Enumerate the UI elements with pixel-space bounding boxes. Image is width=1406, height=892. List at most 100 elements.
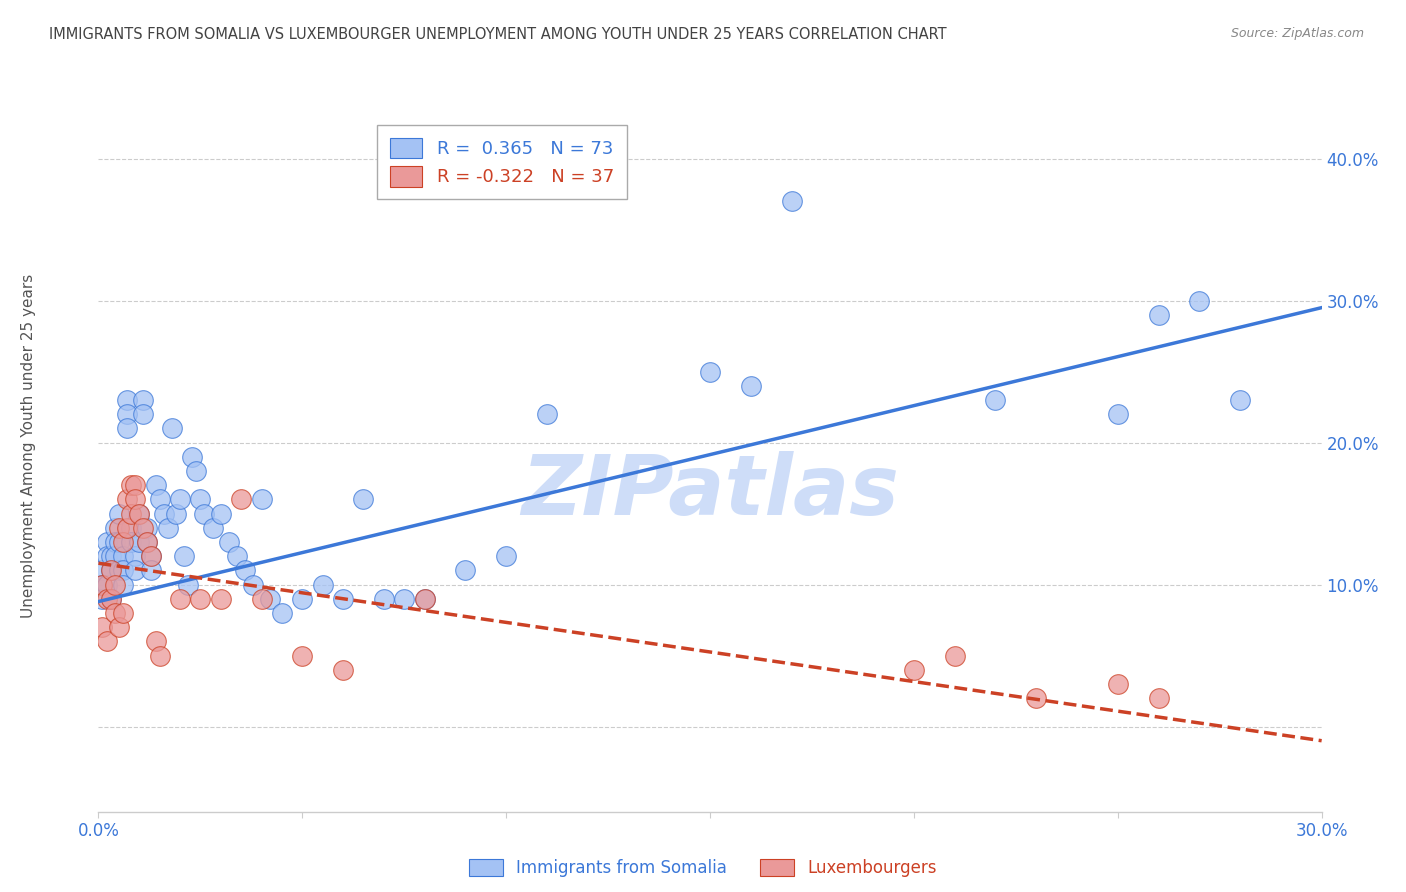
Point [259, 591, 281, 606]
Point [181, 450, 204, 464]
Point [136, 535, 159, 549]
Point [169, 591, 191, 606]
Point [115, 421, 138, 435]
Text: ZIPatlas: ZIPatlas [522, 451, 898, 533]
Point [1229, 392, 1251, 407]
Point [136, 535, 159, 549]
Point [124, 492, 146, 507]
Point [115, 521, 138, 535]
Point [536, 407, 558, 421]
Point [177, 577, 200, 591]
Point [91, 577, 114, 591]
Point [100, 591, 122, 606]
Point [115, 492, 138, 507]
Text: IMMIGRANTS FROM SOMALIA VS LUXEMBOURGER UNEMPLOYMENT AMONG YOUTH UNDER 25 YEARS : IMMIGRANTS FROM SOMALIA VS LUXEMBOURGER … [49, 27, 946, 42]
Point [141, 563, 163, 577]
Point [1025, 691, 1047, 706]
Point [141, 549, 163, 563]
Point [91, 563, 114, 577]
Point [111, 577, 134, 591]
Legend: Immigrants from Somalia, Luxembourgers: Immigrants from Somalia, Luxembourgers [463, 852, 943, 884]
Point [100, 563, 122, 577]
Point [903, 663, 925, 677]
Point [209, 591, 232, 606]
Point [291, 648, 314, 663]
Point [96, 591, 118, 606]
Point [91, 620, 114, 634]
Point [104, 535, 127, 549]
Point [1107, 407, 1129, 421]
Point [136, 521, 159, 535]
Point [108, 521, 131, 535]
Point [186, 464, 208, 478]
Point [128, 507, 150, 521]
Point [984, 392, 1007, 407]
Point [250, 492, 273, 507]
Point [111, 549, 134, 563]
Point [495, 549, 517, 563]
Point [132, 521, 155, 535]
Point [128, 535, 150, 549]
Text: Source: ZipAtlas.com: Source: ZipAtlas.com [1230, 27, 1364, 40]
Point [193, 507, 215, 521]
Point [128, 507, 150, 521]
Point [108, 563, 131, 577]
Point [108, 535, 131, 549]
Point [218, 535, 240, 549]
Point [124, 563, 146, 577]
Point [373, 591, 395, 606]
Point [188, 492, 212, 507]
Point [104, 549, 127, 563]
Point [96, 535, 118, 549]
Point [96, 549, 118, 563]
Point [413, 591, 436, 606]
Point [1188, 293, 1211, 308]
Point [108, 620, 131, 634]
Point [111, 535, 134, 549]
Point [100, 563, 122, 577]
Point [352, 492, 374, 507]
Point [100, 549, 122, 563]
Point [104, 606, 127, 620]
Point [188, 591, 212, 606]
Point [120, 521, 142, 535]
Point [111, 606, 134, 620]
Point [169, 492, 191, 507]
Point [1147, 308, 1170, 322]
Legend: R =  0.365   N = 73, R = -0.322   N = 37: R = 0.365 N = 73, R = -0.322 N = 37 [377, 125, 627, 199]
Point [108, 507, 131, 521]
Point [312, 577, 335, 591]
Point [1147, 691, 1170, 706]
Point [454, 563, 477, 577]
Point [120, 507, 142, 521]
Point [160, 421, 183, 435]
Point [124, 478, 146, 492]
Point [149, 492, 172, 507]
Point [152, 507, 174, 521]
Point [332, 591, 354, 606]
Point [699, 365, 721, 379]
Point [120, 478, 142, 492]
Point [156, 521, 179, 535]
Point [96, 577, 118, 591]
Point [332, 663, 354, 677]
Point [201, 521, 224, 535]
Point [91, 591, 114, 606]
Point [115, 392, 138, 407]
Point [120, 535, 142, 549]
Point [780, 194, 803, 209]
Point [124, 549, 146, 563]
Point [392, 591, 416, 606]
Point [740, 378, 762, 392]
Point [250, 591, 273, 606]
Point [231, 492, 253, 507]
Point [226, 549, 249, 563]
Point [145, 634, 167, 648]
Point [165, 507, 187, 521]
Point [270, 606, 294, 620]
Point [104, 521, 127, 535]
Point [413, 591, 436, 606]
Point [96, 634, 118, 648]
Point [233, 563, 256, 577]
Point [291, 591, 314, 606]
